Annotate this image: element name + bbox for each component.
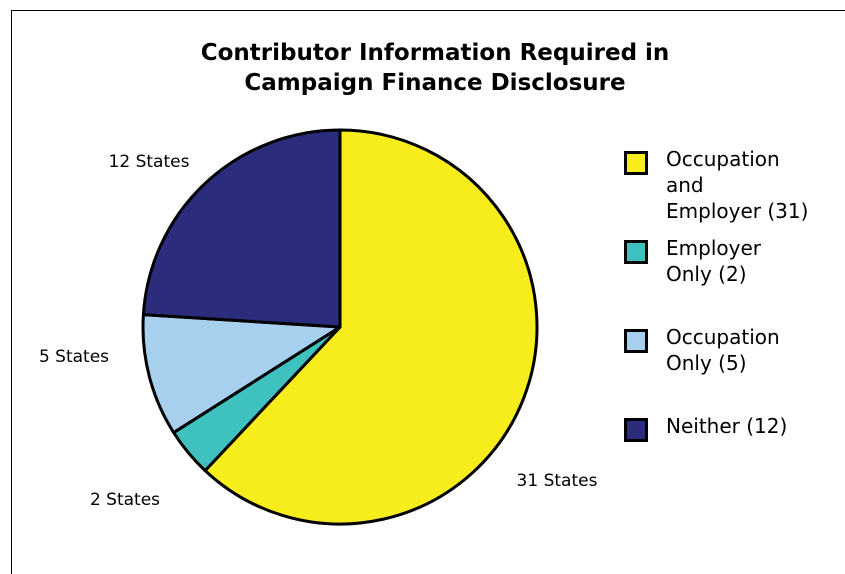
chart-title: Contributor Information Required in Camp…	[140, 38, 730, 98]
slice-data-label: 5 States	[39, 347, 109, 367]
legend-item-employer-only: Employer Only (2)	[624, 235, 845, 287]
slice-data-label: 2 States	[90, 490, 160, 510]
legend-label-line: Only (5)	[666, 351, 747, 375]
chart-frame	[11, 10, 845, 574]
legend-label-line: Occupation	[666, 147, 780, 171]
legend-label-line: Only (2)	[666, 262, 747, 286]
legend-swatch	[624, 329, 648, 353]
pie-slice-occupation-only	[141, 313, 342, 435]
chart-title-line-1: Contributor Information Required in	[200, 40, 670, 66]
legend-label-line: Employer (31)	[666, 199, 809, 223]
legend-item-occupation-only: Occupation Only (5)	[624, 324, 845, 376]
slice-data-label: 12 States	[109, 152, 190, 172]
legend-label-line: Neither (12)	[666, 414, 788, 438]
pie-slice-occupation-and-employer	[203, 128, 539, 526]
legend-label-line: Employer	[666, 236, 761, 260]
chart-title-line-2: Campaign Finance Disclosure	[244, 70, 626, 96]
pie-slices	[141, 128, 539, 526]
legend-swatch	[624, 151, 648, 175]
slice-labels: 31 States 2 States 5 States 12 States	[39, 152, 598, 510]
slice-data-label: 31 States	[517, 471, 598, 491]
legend-swatch	[624, 418, 648, 442]
legend-swatch	[624, 240, 648, 264]
legend-item-occupation-and-employer: Occupation and Employer (31)	[624, 146, 845, 224]
legend-label-line: and	[666, 173, 704, 197]
pie-slice-neither	[141, 128, 342, 329]
legend-label-line: Occupation	[666, 325, 780, 349]
legend-item-neither: Neither (12)	[624, 413, 845, 442]
